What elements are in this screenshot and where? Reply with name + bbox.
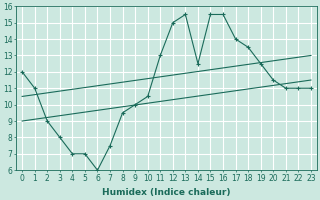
X-axis label: Humidex (Indice chaleur): Humidex (Indice chaleur) (102, 188, 231, 197)
